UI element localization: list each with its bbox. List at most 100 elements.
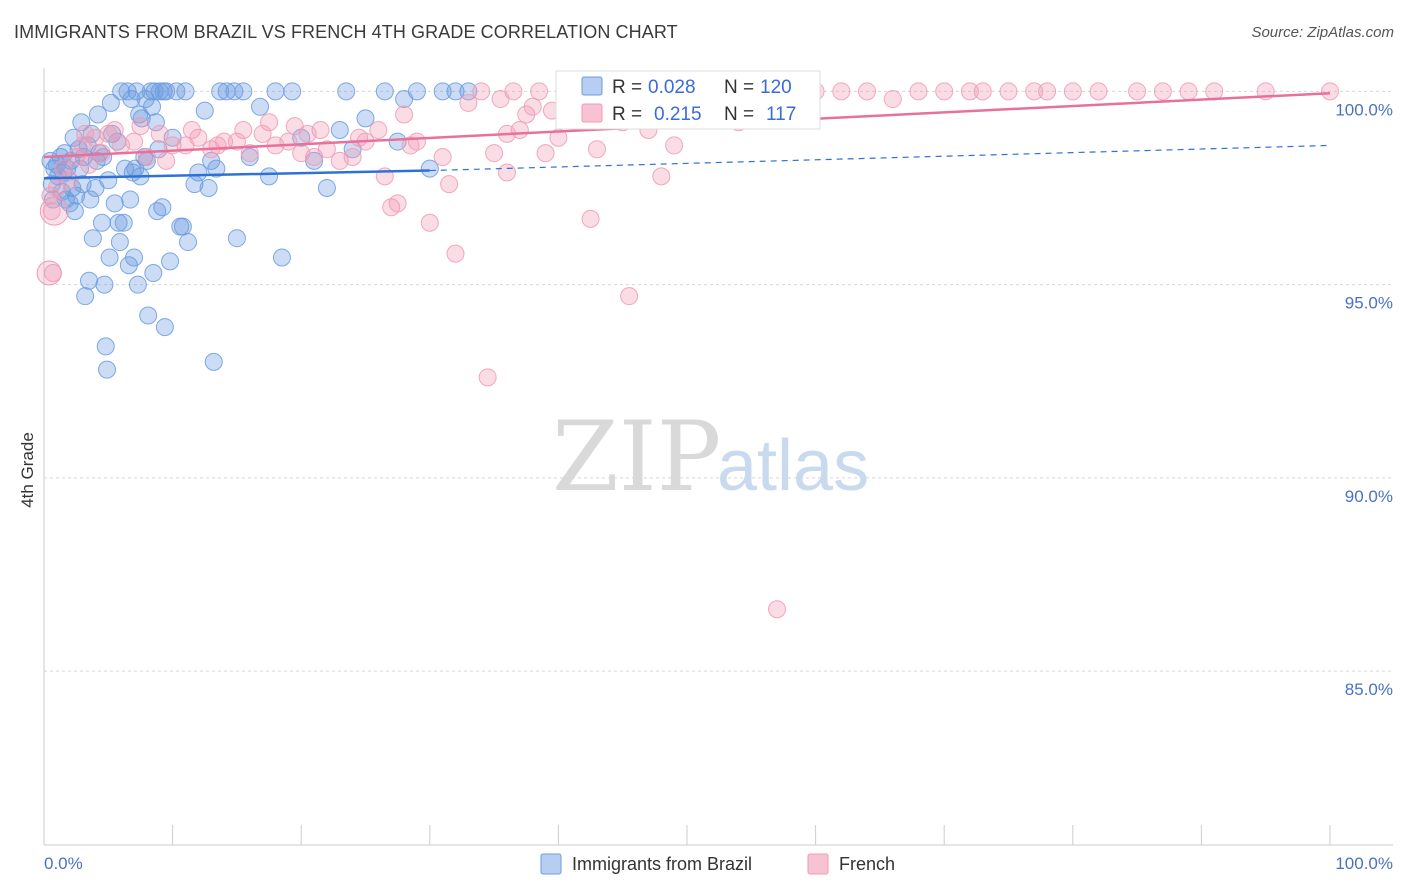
- french-point: [396, 106, 413, 123]
- brazil-point: [126, 249, 143, 266]
- french-point: [974, 83, 991, 100]
- brazil-point: [66, 203, 83, 220]
- brazil-point: [154, 199, 171, 216]
- french-point: [441, 176, 458, 193]
- stats-swatch-brazil: [582, 77, 602, 95]
- brazil-point: [180, 234, 197, 251]
- watermark-atlas: atlas: [717, 426, 869, 506]
- stats-r-label: R =: [612, 77, 642, 98]
- brazil-point: [111, 234, 128, 251]
- x-tick-label: 0.0%: [44, 854, 83, 873]
- stats-r-label: R =: [612, 104, 642, 125]
- brazil-point: [318, 179, 335, 196]
- brazil-point: [156, 319, 173, 336]
- french-point: [1090, 83, 1107, 100]
- french-point: [1129, 83, 1146, 100]
- legend-label-french: French: [839, 854, 895, 874]
- y-tick-label: 85.0%: [1345, 680, 1393, 699]
- french-point: [524, 98, 541, 115]
- brazil-point: [99, 361, 116, 378]
- brazil-point: [331, 121, 348, 138]
- brazil-point: [376, 83, 393, 100]
- gridlines: [44, 91, 1393, 671]
- brazil-point: [338, 83, 355, 100]
- stats-swatch-french: [582, 104, 602, 122]
- stats-r-value: 0.215: [654, 104, 702, 125]
- brazil-point: [228, 230, 245, 247]
- brazil-point: [145, 264, 162, 281]
- french-point: [447, 245, 464, 262]
- french-point: [666, 137, 683, 154]
- french-point: [1180, 83, 1197, 100]
- watermark-zip: ZIP: [552, 401, 721, 513]
- brazil-point: [122, 191, 139, 208]
- french-point: [910, 83, 927, 100]
- brazil-point: [106, 195, 123, 212]
- brazil-point: [97, 338, 114, 355]
- french-point: [505, 83, 522, 100]
- stats-r-value: 0.028: [648, 77, 696, 98]
- french-point: [235, 121, 252, 138]
- brazil-point: [96, 276, 113, 293]
- french-point: [479, 369, 496, 386]
- brazil-point: [100, 172, 117, 189]
- y-tick-label: 100.0%: [1335, 100, 1393, 119]
- french-point: [653, 168, 670, 185]
- stats-n-value: 117: [766, 104, 796, 125]
- french-point: [183, 121, 200, 138]
- french-point: [473, 83, 490, 100]
- french-point: [434, 149, 451, 166]
- brazil-point: [261, 168, 278, 185]
- french-point: [37, 261, 61, 285]
- french-point: [77, 125, 94, 142]
- french-point: [306, 149, 323, 166]
- legend-swatch-french: [808, 854, 828, 874]
- french-point: [40, 197, 68, 225]
- french-point: [537, 145, 554, 162]
- brazil-point: [115, 214, 132, 231]
- brazil-point: [267, 83, 284, 100]
- brazil-point: [101, 249, 118, 266]
- brazil-point: [77, 288, 94, 305]
- brazil-point: [93, 214, 110, 231]
- brazil-point: [252, 98, 269, 115]
- legend-swatch-brazil: [541, 854, 561, 874]
- french-point: [1064, 83, 1081, 100]
- french-point: [261, 114, 278, 131]
- stats-legend: R = 0.028 N = 120 R = 0.215 N = 117: [556, 71, 820, 129]
- stats-n-label: N =: [724, 104, 754, 125]
- french-point: [1154, 83, 1171, 100]
- french-point: [286, 118, 303, 135]
- brazil-point: [174, 218, 191, 235]
- brazil-point: [196, 102, 213, 119]
- stats-n-value: 120: [760, 77, 792, 98]
- french-point: [769, 601, 786, 618]
- french-point: [1206, 83, 1223, 100]
- french-point: [588, 141, 605, 158]
- brazil-point: [144, 98, 161, 115]
- french-point: [61, 172, 78, 189]
- brazil-point: [273, 249, 290, 266]
- brazil-point: [205, 353, 222, 370]
- brazil-point: [140, 307, 157, 324]
- french-point: [389, 195, 406, 212]
- scatter-chart: 85.0%90.0%95.0%100.0%0.0% 100.0% ZIP atla…: [0, 0, 1406, 892]
- french-point: [1000, 83, 1017, 100]
- french-point: [1322, 83, 1339, 100]
- y-tick-label: 95.0%: [1345, 294, 1393, 313]
- legend-label-brazil: Immigrants from Brazil: [572, 854, 752, 874]
- brazil-point: [129, 276, 146, 293]
- brazil-point: [284, 83, 301, 100]
- y-axis-label: 4th Grade: [18, 432, 37, 508]
- french-point: [209, 137, 226, 154]
- brazil-point: [235, 83, 252, 100]
- french-point: [884, 91, 901, 108]
- french-point: [344, 149, 361, 166]
- french-point: [486, 145, 503, 162]
- french-point: [531, 83, 548, 100]
- french-point: [936, 83, 953, 100]
- french-point: [1039, 83, 1056, 100]
- french-point: [859, 83, 876, 100]
- french-point: [351, 129, 368, 146]
- french-point: [370, 121, 387, 138]
